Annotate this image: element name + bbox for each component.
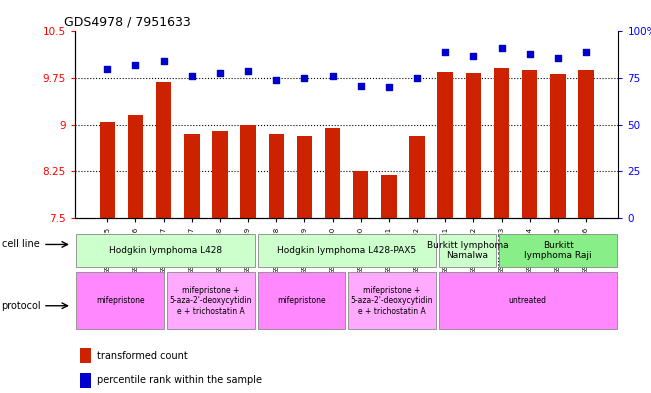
Bar — [499, 234, 617, 267]
Text: protocol: protocol — [1, 301, 41, 311]
Text: transformed count: transformed count — [97, 351, 187, 361]
Text: Hodgkin lymphoma L428-PAX5: Hodgkin lymphoma L428-PAX5 — [277, 246, 416, 255]
Bar — [167, 272, 255, 329]
Text: Burkitt
lymphoma Raji: Burkitt lymphoma Raji — [524, 241, 592, 260]
Bar — [437, 72, 453, 218]
Bar — [268, 134, 284, 218]
Bar — [439, 234, 496, 267]
Text: mifepristone +
5-aza-2'-deoxycytidin
e + trichostatin A: mifepristone + 5-aza-2'-deoxycytidin e +… — [351, 286, 433, 316]
Bar — [240, 125, 256, 218]
Point — [525, 51, 535, 57]
Text: Burkitt lymphoma
Namalwa: Burkitt lymphoma Namalwa — [426, 241, 508, 260]
Bar — [184, 134, 200, 218]
Text: untreated: untreated — [509, 296, 547, 305]
Bar — [297, 136, 312, 218]
Bar — [156, 83, 171, 218]
Bar — [522, 70, 538, 218]
Point — [496, 45, 506, 51]
Text: mifepristone: mifepristone — [96, 296, 145, 305]
Bar — [76, 272, 164, 329]
Point — [412, 75, 422, 81]
Text: cell line: cell line — [1, 239, 39, 250]
Text: GDS4978 / 7951633: GDS4978 / 7951633 — [64, 16, 191, 29]
Point — [327, 73, 338, 79]
Bar — [348, 272, 436, 329]
Point — [468, 53, 478, 59]
Bar — [550, 74, 566, 218]
Text: percentile rank within the sample: percentile rank within the sample — [97, 375, 262, 385]
Bar — [409, 136, 425, 218]
Text: mifepristone +
5-aza-2'-deoxycytidin
e + trichostatin A: mifepristone + 5-aza-2'-deoxycytidin e +… — [169, 286, 252, 316]
Bar — [258, 234, 436, 267]
Point — [553, 55, 563, 61]
Point — [158, 58, 169, 64]
Bar — [465, 73, 481, 218]
Bar — [381, 174, 396, 218]
Point — [355, 83, 366, 89]
Bar — [439, 272, 617, 329]
Point — [271, 77, 281, 83]
Point — [243, 68, 253, 74]
Bar — [258, 272, 345, 329]
Point — [102, 66, 113, 72]
Bar — [578, 70, 594, 218]
Bar — [325, 128, 340, 218]
Bar — [128, 116, 143, 218]
Text: mifepristone: mifepristone — [277, 296, 326, 305]
Bar — [100, 122, 115, 218]
Bar — [80, 348, 91, 364]
Point — [187, 73, 197, 79]
Bar — [493, 68, 509, 218]
Bar — [212, 131, 228, 218]
Point — [383, 84, 394, 90]
Bar — [353, 171, 368, 218]
Point — [215, 69, 225, 75]
Point — [299, 75, 310, 81]
Point — [440, 49, 450, 55]
Point — [581, 49, 591, 55]
Text: Hodgkin lymphoma L428: Hodgkin lymphoma L428 — [109, 246, 222, 255]
Bar — [76, 234, 255, 267]
Point — [130, 62, 141, 68]
Bar — [80, 373, 91, 388]
